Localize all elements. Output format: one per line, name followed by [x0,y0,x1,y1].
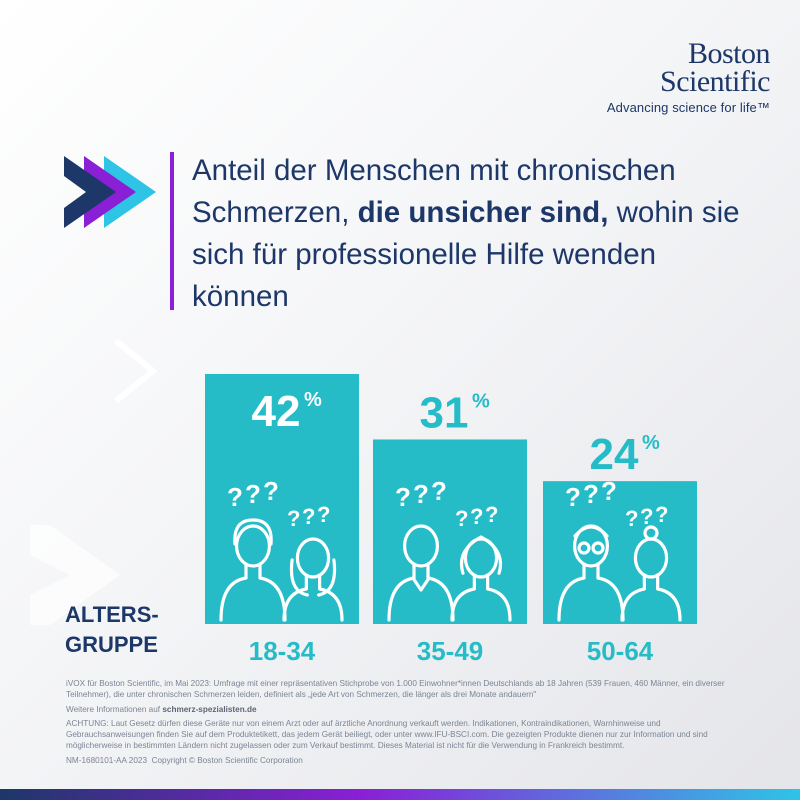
question-mark-icon: ? [431,476,447,506]
source-note: iVOX für Boston Scientific, im Mai 2023:… [66,679,725,700]
value-label: 42 [252,387,301,436]
material-code: NM-1680101-AA 2023 [66,755,148,765]
bottom-gradient-bar [0,789,800,800]
category-label: 18-34 [249,636,316,666]
question-mark-icon: ? [470,504,483,529]
question-mark-icon: ? [287,506,300,531]
question-mark-icon: ? [413,479,429,509]
brand-logo: Boston Scientific Advancing science for … [570,37,771,116]
question-mark-icon: ? [601,476,617,506]
value-label: 24 [590,430,639,479]
x-axis-label-line2: GRUPPE [65,632,158,657]
percent-sign: % [642,432,660,454]
category-label: 35-49 [417,636,484,666]
headline: Anteil der Menschen mit chronischen Schm… [192,150,752,318]
headline-part1: Anteil der Menschen mit chronischen Schm… [192,154,676,229]
headline-part2: wohin sie sich für professionelle Hilfe … [192,196,740,313]
x-axis-label: ALTERS- GRUPPE [65,600,159,660]
warning-note: ACHTUNG: Laut Gesetz dürfen diese Geräte… [66,718,708,751]
question-mark-icon: ? [245,479,261,509]
info-site-link[interactable]: schmerz-spezialisten.de [162,704,257,714]
question-mark-icon: ? [485,502,498,527]
value-label: 31 [420,388,469,437]
question-mark-icon: ? [317,502,330,527]
question-mark-icon: ? [455,506,468,531]
brand-tagline: Advancing science for life™ [606,100,770,115]
chevron-arrows-icon [64,156,156,228]
percent-sign: % [472,390,490,412]
x-axis-label-line1: ALTERS- [65,602,159,627]
brand-name-line2: Scientific [660,65,770,98]
headline-bold: die unsicher sind, [357,196,609,229]
copyright-text: Copyright © Boston Scientific Corporatio… [151,755,303,765]
question-mark-icon: ? [655,502,668,527]
footnotes: iVOX für Boston Scientific, im Mai 2023:… [66,678,746,769]
question-mark-icon: ? [625,506,638,531]
question-mark-icon: ? [227,482,243,512]
question-mark-icon: ? [395,482,411,512]
young-couple-icon: ?????? [219,476,344,622]
copyright-note: NM-1680101-AA 2023 Copyright © Boston Sc… [66,755,746,766]
question-mark-icon: ? [565,482,581,512]
brand-name-line1: Boston [687,37,771,70]
headline-divider [170,152,174,310]
senior-couple-icon: ?????? [557,476,682,622]
info-prefix: Weitere Informationen auf [66,704,163,714]
percent-sign: % [304,389,322,411]
question-mark-icon: ? [640,504,653,529]
category-label: 50-64 [587,636,654,666]
question-mark-icon: ? [302,504,315,529]
faint-arrow-icon [30,525,120,625]
question-mark-icon: ? [583,479,599,509]
adult-couple-icon: ?????? [387,476,512,622]
info-note: Weitere Informationen auf schmerz-spezia… [66,704,746,715]
question-mark-icon: ? [263,476,279,506]
faint-chevron-icon [114,338,158,404]
